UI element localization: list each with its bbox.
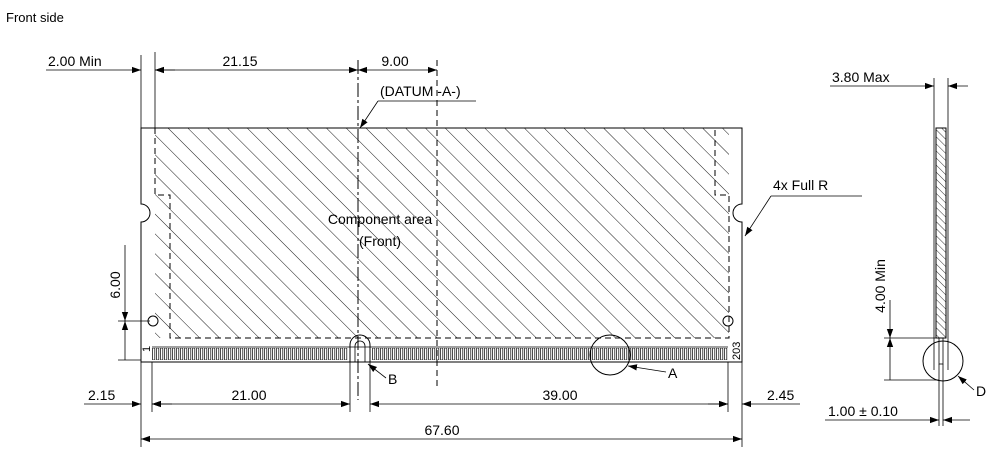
datum-label: (DATUM -A-) — [380, 83, 461, 99]
dim-21-00: 21.00 — [231, 387, 266, 403]
pin-label-last: 203 — [731, 342, 743, 360]
dim-3-80-max: 3.80 Max — [832, 69, 890, 85]
component-area-boundary — [154, 128, 730, 339]
dim-6-00: 6.00 — [107, 271, 123, 298]
dim-39-00: 39.00 — [542, 387, 577, 403]
pin-label-first: 1 — [141, 346, 153, 352]
dim-2-15: 2.15 — [88, 387, 115, 403]
dim-1-00-tol: 1.00 ± 0.10 — [828, 403, 898, 419]
dim-2-00-min: 2.00 Min — [48, 53, 102, 69]
detail-d-label: D — [976, 383, 986, 399]
detail-a-circle — [589, 334, 631, 376]
side-board-section — [935, 127, 947, 339]
key-notch — [349, 334, 371, 362]
mounting-hole-right — [722, 315, 734, 327]
page-title: Front side — [6, 10, 64, 25]
contact-pins-left — [152, 348, 348, 360]
front-view: 1 203 Component area (Front) (DATUM -A-)… — [140, 52, 862, 400]
detail-b-label: B — [388, 371, 397, 387]
component-area-hatch — [155, 128, 729, 338]
full-radius-label: 4x Full R — [773, 177, 828, 193]
component-area-label: Component area — [328, 211, 433, 227]
component-area-sublabel: (Front) — [359, 233, 401, 249]
dim-2-45: 2.45 — [767, 387, 794, 403]
side-view: 3.80 Max 4.00 Min D 1.00 ± 0.10 — [825, 69, 986, 426]
contact-pins-right — [372, 348, 728, 360]
dim-4-00-min: 4.00 Min — [872, 259, 888, 313]
dim-67-60: 67.60 — [424, 422, 459, 438]
dim-21-15: 21.15 — [222, 53, 257, 69]
side-pcb-edge — [938, 337, 944, 365]
dim-9-00: 9.00 — [381, 53, 408, 69]
detail-a-label: A — [668, 365, 678, 381]
front-dimensions: 2.00 Min 21.15 9.00 6.00 2.15 21.00 39.0… — [46, 53, 800, 447]
